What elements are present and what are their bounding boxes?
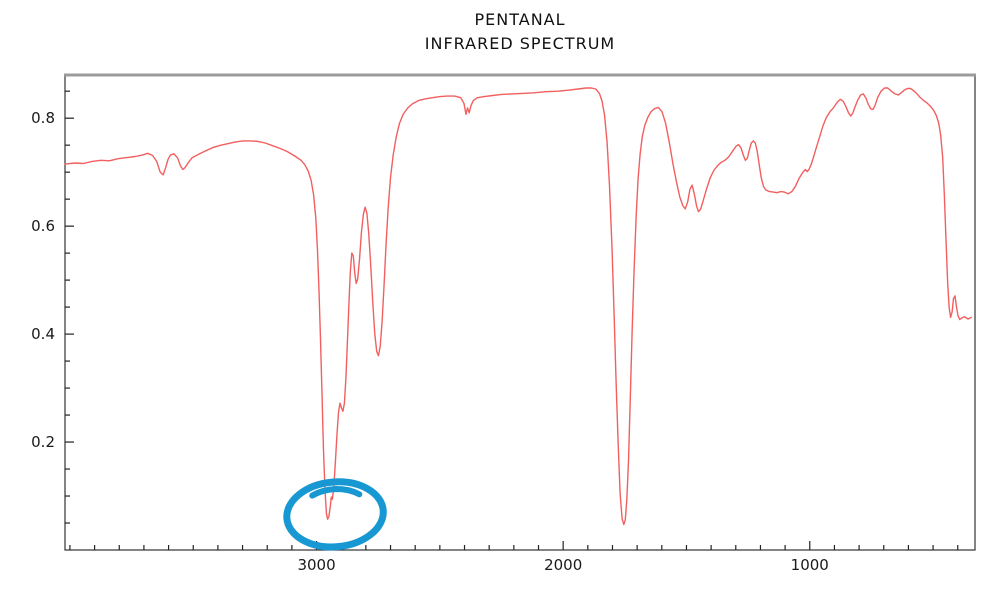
x-tick-label: 2000	[544, 556, 582, 574]
hand-drawn-circle-annotation	[283, 478, 387, 551]
y-tick-label: 0.6	[31, 217, 55, 235]
x-tick-label: 1000	[791, 556, 829, 574]
chart-subtitle: INFRARED SPECTRUM	[424, 34, 616, 53]
hand-drawn-circle-stroke-overlap	[309, 486, 363, 499]
annotation-group	[283, 478, 387, 551]
chart-title: PENTANAL	[474, 10, 566, 29]
x-tick-label: 3000	[297, 556, 335, 574]
y-tick-label: 0.2	[31, 433, 55, 451]
ir-spectrum-line	[64, 87, 972, 526]
plot-frame	[64, 74, 976, 551]
y-tick-label: 0.4	[31, 325, 55, 343]
y-tick-label: 0.8	[31, 109, 55, 127]
